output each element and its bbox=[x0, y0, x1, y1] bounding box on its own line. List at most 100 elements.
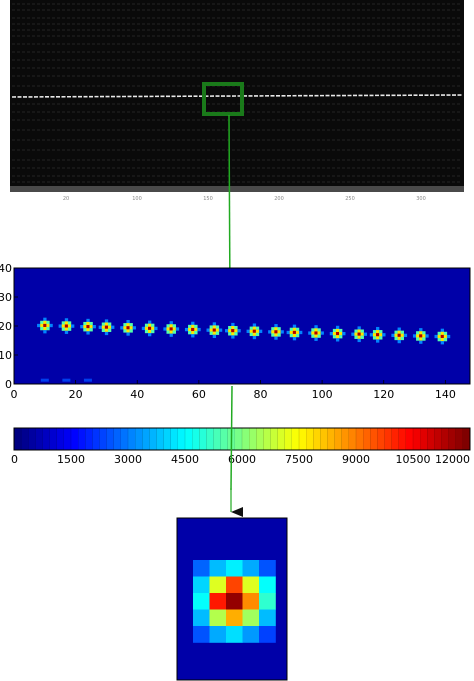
colorbar-segment bbox=[206, 428, 214, 450]
colorbar-segment bbox=[277, 428, 286, 450]
colorbar-segment bbox=[21, 428, 29, 450]
zoomed-spot-pixels bbox=[193, 560, 276, 643]
heatmap-spot bbox=[120, 319, 136, 336]
detector-x-tick: 150 bbox=[203, 196, 213, 202]
colorbar-segment bbox=[234, 428, 243, 450]
zoomed-pixel bbox=[226, 609, 243, 627]
heatmap-spot bbox=[141, 320, 158, 337]
colorbar-panel: 0 1500 3000 4500 6000 7500 9000 10500 12000 bbox=[11, 427, 471, 466]
zoomed-pixel bbox=[242, 560, 260, 577]
colorbar-segment bbox=[327, 428, 335, 450]
colorbar-segment bbox=[56, 428, 65, 450]
colorbar-segment bbox=[142, 428, 150, 450]
detector-x-tick: 250 bbox=[345, 196, 355, 202]
heatmap-spot bbox=[163, 321, 180, 337]
x-tick-label: 140 bbox=[435, 388, 456, 401]
detector-x-tick: 300 bbox=[416, 196, 426, 202]
x-tick-label: 0 bbox=[11, 388, 18, 401]
colorbar-segment bbox=[306, 428, 314, 450]
y-tick-label: 30 bbox=[0, 291, 12, 304]
colorbar-segment bbox=[291, 428, 300, 450]
colorbar-segment bbox=[113, 428, 122, 450]
zoomed-pixel bbox=[193, 560, 210, 577]
spot-row-line bbox=[11, 94, 463, 98]
colorbar-segment bbox=[363, 428, 371, 450]
colorbar-segment bbox=[249, 428, 257, 450]
colorbar-tick-label: 7500 bbox=[285, 453, 313, 466]
detector-x-tick-labels: 20 100 150 200 250 300 bbox=[63, 196, 426, 202]
colorbar-tick-label: 12000 bbox=[435, 453, 470, 466]
zoom-region-box bbox=[202, 82, 244, 116]
heatmap-spot bbox=[80, 318, 96, 335]
heatmap-spot bbox=[37, 317, 53, 334]
heatmap-spot bbox=[369, 326, 386, 343]
faint-spot bbox=[62, 378, 71, 382]
colorbar-segment bbox=[242, 428, 250, 450]
colorbar-segment bbox=[413, 428, 421, 450]
zoomed-pixel bbox=[209, 593, 227, 610]
colorbar-segment bbox=[313, 428, 321, 450]
colorbar-segment bbox=[49, 428, 58, 450]
colorbar-segment bbox=[398, 428, 407, 450]
colorbar-segment bbox=[299, 428, 307, 450]
y-tick-label: 40 bbox=[0, 262, 12, 275]
colorbar-segment bbox=[185, 428, 193, 450]
heatmap-spot bbox=[329, 325, 346, 342]
heatmap-spot bbox=[58, 318, 75, 334]
colorbar-segment bbox=[391, 428, 400, 450]
heatmap-x-ticks: 0 20 40 60 80 100 120 140 bbox=[11, 380, 456, 401]
detector-image-panel: 20 100 150 200 250 300 bbox=[10, 0, 464, 202]
y-tick-label: 20 bbox=[0, 320, 12, 333]
heatmap-spot bbox=[268, 324, 284, 340]
zoom-connector-line-2 bbox=[230, 385, 233, 491]
colorbar-segment bbox=[135, 428, 143, 450]
zoomed-pixel bbox=[259, 609, 276, 627]
zoomed-pixel bbox=[226, 593, 243, 610]
zoomed-pixel bbox=[193, 576, 210, 594]
colorbar-tick-label: 0 bbox=[11, 453, 18, 466]
colorbar-segment bbox=[334, 428, 343, 450]
colorbar-segment bbox=[348, 428, 357, 450]
colorbar-segment bbox=[192, 428, 200, 450]
colorbar-segment bbox=[370, 428, 378, 450]
colorbar-segment bbox=[78, 428, 86, 450]
heatmap-spot bbox=[184, 321, 201, 338]
colorbar-segment bbox=[284, 428, 293, 450]
x-tick-label: 20 bbox=[69, 388, 83, 401]
colorbar-segment bbox=[99, 428, 107, 450]
x-tick-label: 100 bbox=[312, 388, 333, 401]
colorbar-segment bbox=[263, 428, 271, 450]
x-tick-label: 40 bbox=[130, 388, 144, 401]
zoomed-spot-panel bbox=[176, 517, 288, 681]
heatmap-y-ticks: 40 30 20 10 0 bbox=[0, 262, 18, 391]
zoomed-pixel bbox=[259, 626, 276, 643]
colorbar-segment bbox=[341, 428, 350, 450]
colorbar-segment bbox=[35, 428, 43, 450]
zoomed-pixel bbox=[209, 626, 227, 643]
heatmap-spot bbox=[246, 323, 263, 340]
zoomed-pixel bbox=[226, 576, 243, 594]
colorbar-segment bbox=[455, 428, 464, 450]
heatmap-spot bbox=[225, 322, 241, 339]
colorbar-segment bbox=[149, 428, 157, 450]
x-tick-label: 80 bbox=[253, 388, 267, 401]
colorbar-segment bbox=[405, 428, 414, 450]
colorbar-segment bbox=[85, 428, 93, 450]
colorbar-segment bbox=[199, 428, 207, 450]
heatmap-spot bbox=[351, 326, 368, 343]
colorbar-segment bbox=[177, 428, 186, 450]
colorbar-segment bbox=[71, 428, 79, 450]
heatmap-spot bbox=[434, 328, 451, 345]
zoomed-pixel bbox=[259, 593, 276, 610]
colorbar-tick-label: 6000 bbox=[228, 453, 256, 466]
colorbar-segment bbox=[63, 428, 72, 450]
zoomed-pixel bbox=[259, 560, 276, 577]
colorbar-tick-label: 9000 bbox=[342, 453, 370, 466]
zoomed-pixel bbox=[193, 626, 210, 643]
colorbar-segment bbox=[163, 428, 172, 450]
colorbar-segment bbox=[356, 428, 364, 450]
colorbar-tick-label: 4500 bbox=[171, 453, 199, 466]
colorbar-segment bbox=[320, 428, 328, 450]
colorbar-segment bbox=[120, 428, 129, 450]
